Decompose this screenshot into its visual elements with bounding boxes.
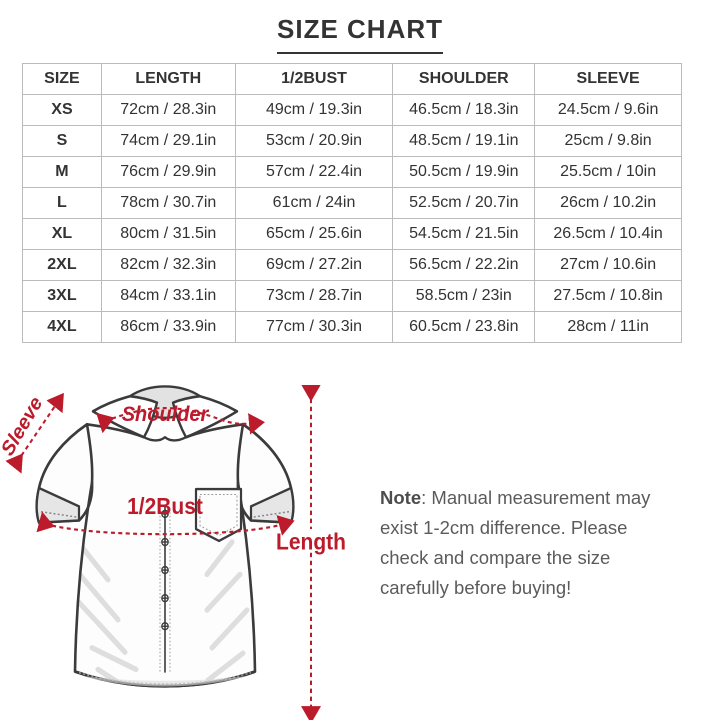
svg-text:Shoulder: Shoulder bbox=[122, 402, 210, 426]
svg-text:Length: Length bbox=[276, 529, 346, 555]
svg-text:1/2Bust: 1/2Bust bbox=[127, 493, 203, 519]
